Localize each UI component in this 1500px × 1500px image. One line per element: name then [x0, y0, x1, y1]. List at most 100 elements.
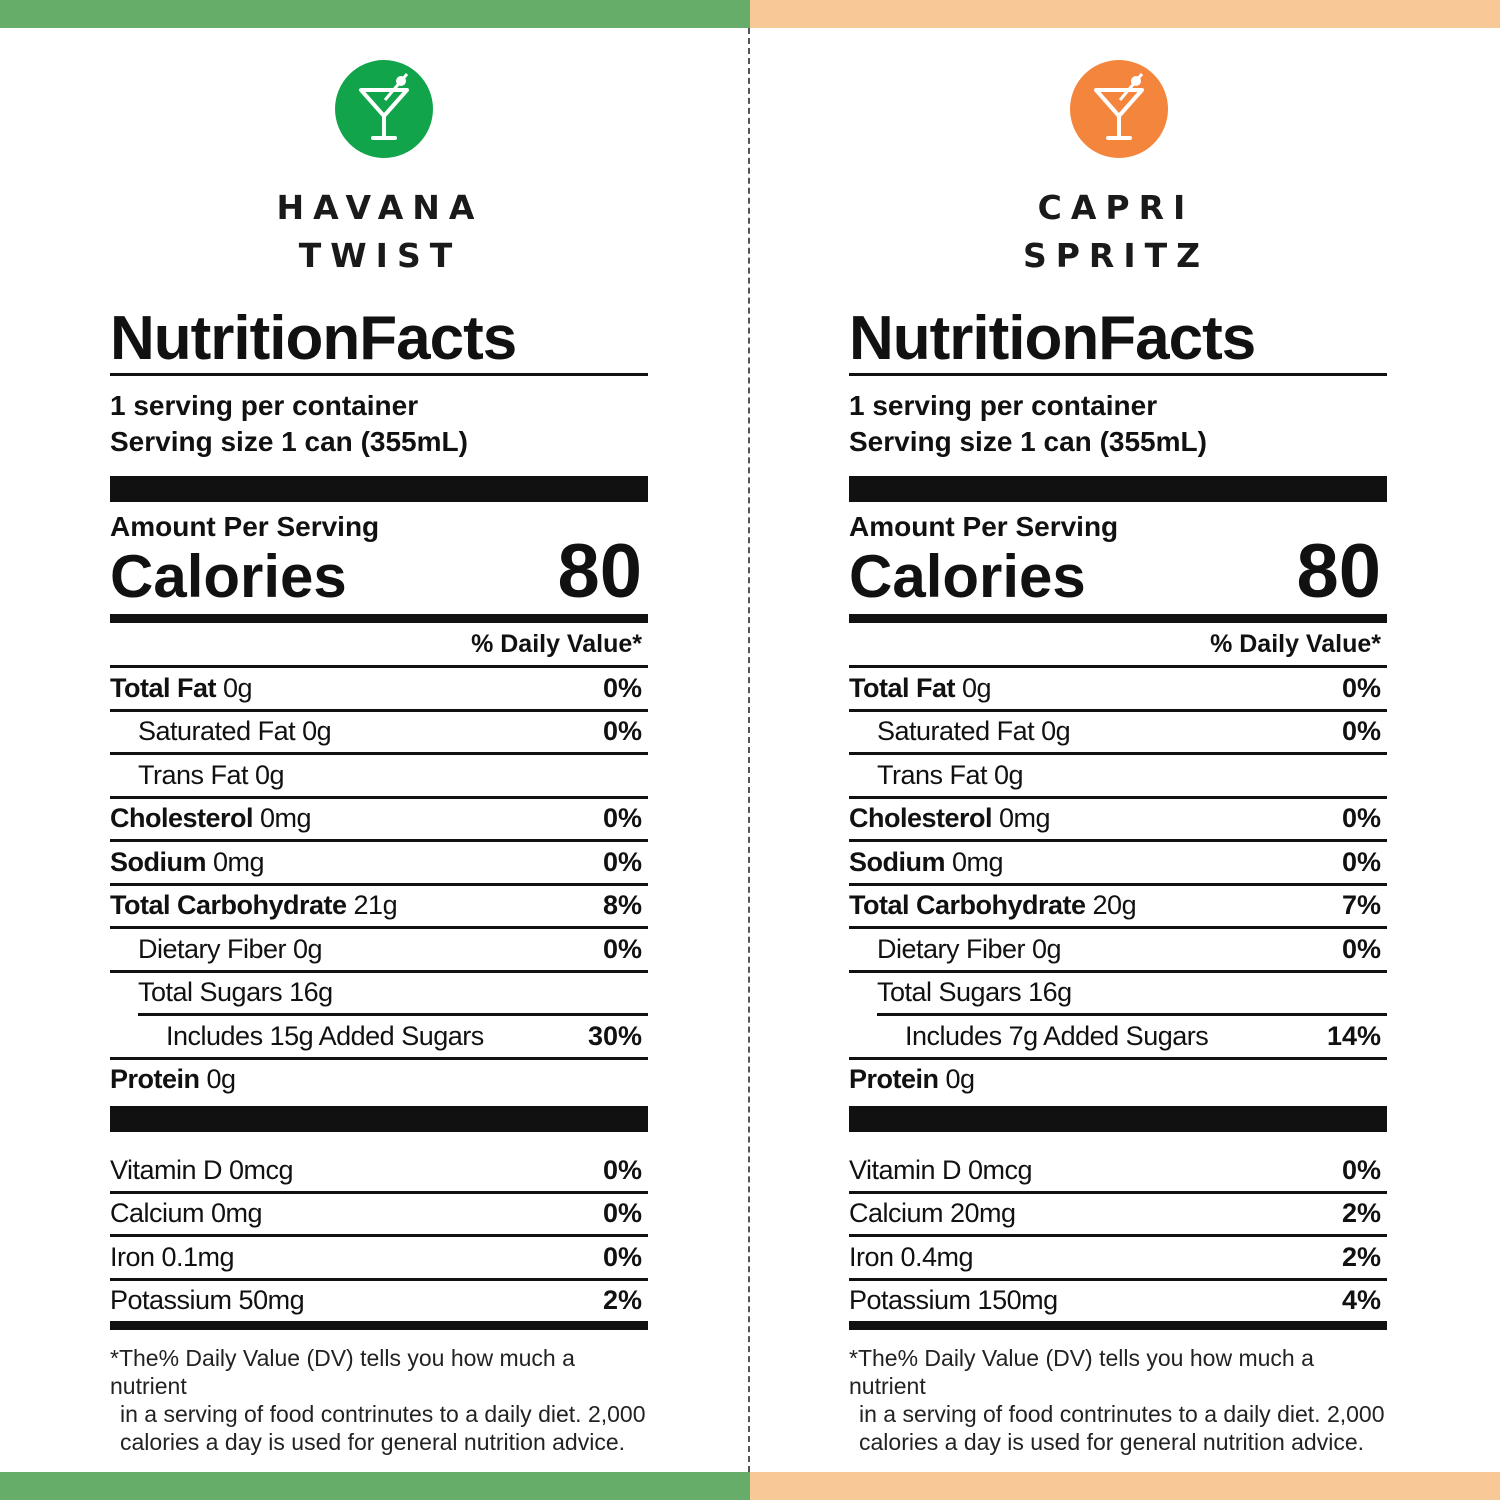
nutrient-name: Total Fat [849, 672, 956, 703]
nutrient-row: Total Carbohydrate 20g 7% [849, 886, 1387, 929]
nutrient-amount: Dietary Fiber 0g [138, 933, 323, 964]
brand-line-2: SPRITZ [1022, 236, 1210, 275]
nutrient-amount: 0g [938, 1064, 976, 1095]
footnote-line-3: calories a day is used for general nutri… [859, 1429, 1365, 1455]
vitamin-row: Potassium 50mg 2% [110, 1281, 648, 1322]
added-sugars-wrap: Includes 7g Added Sugars 14% [849, 1013, 1387, 1060]
nutrient-amount: 0g [199, 1064, 237, 1095]
nutrient-row: Saturated Fat 0g 0% [110, 712, 648, 755]
added-sugars-wrap: Includes 15g Added Sugars 30% [110, 1013, 648, 1060]
vitamin-row: Iron 0.1mg 0% [110, 1237, 648, 1281]
brand-name: CAPRI SPRITZ [966, 184, 1266, 280]
brand-name: HAVANA TWIST [230, 184, 530, 280]
nutrient-name: Total Carbohydrate [110, 890, 347, 921]
nutrient-rows: Total Fat 0g 0% Saturated Fat 0g 0% Trans … [110, 668, 648, 1100]
cocktail-glass-icon [335, 60, 433, 158]
nutrient-amount: 0mg [206, 846, 265, 877]
vitamin-row: Potassium 150mg 4% [849, 1281, 1387, 1322]
nutrient-pct: 0% [602, 846, 642, 877]
vitamin-name: Potassium 150mg [849, 1285, 1058, 1316]
nutrient-name: Cholesterol [110, 803, 254, 834]
nutrient-row: Dietary Fiber 0g 0% [110, 929, 648, 973]
nutrient-amount: Saturated Fat 0g [877, 716, 1071, 747]
nutrient-amount: Includes 7g Added Sugars [905, 1020, 1209, 1051]
vitamin-pct: 2% [1341, 1241, 1381, 1272]
calories-value: 80 [557, 529, 642, 614]
footnote-line-1: *The% Daily Value (DV) tells you how muc… [849, 1345, 1314, 1399]
nutrient-pct: 8% [602, 890, 642, 921]
nutrient-row: Includes 15g Added Sugars 30% [138, 1013, 648, 1060]
vitamin-pct: 2% [602, 1285, 642, 1316]
nutrient-row: Total Fat 0g 0% [110, 668, 648, 712]
bottom-accent-bar-left [0, 1472, 750, 1500]
nutrient-amount: 0g [216, 672, 253, 703]
vitamin-name: Calcium 0mg [110, 1198, 263, 1229]
medium-rule [110, 614, 648, 623]
nutrient-amount: Total Sugars 16g [138, 977, 333, 1008]
nutrient-row: Sodium 0mg 0% [849, 842, 1387, 886]
nutrient-amount: 0mg [253, 803, 312, 834]
vitamin-row: Vitamin D 0mcg 0% [849, 1150, 1387, 1194]
heavy-rule [849, 476, 1387, 502]
nutrient-pct: 0% [1341, 672, 1381, 703]
vitamin-name: Potassium 50mg [110, 1285, 305, 1316]
amount-per-serving: Amount Per Serving [110, 511, 380, 542]
nutrient-amount: 20g [1085, 890, 1137, 921]
nutrient-row: Includes 7g Added Sugars 14% [877, 1013, 1387, 1060]
calories-label: Calories [849, 543, 1086, 610]
nutrient-rows: Total Fat 0g 0% Saturated Fat 0g 0% Trans … [849, 668, 1387, 1100]
vitamin-pct: 0% [602, 1198, 642, 1229]
nutrient-row: Protein 0g [849, 1060, 1387, 1101]
serving-size: Serving size 1 can (355mL) [110, 426, 468, 457]
vitamin-pct: 0% [602, 1154, 642, 1185]
daily-value-header: % Daily Value* [110, 623, 648, 668]
vitamin-pct: 4% [1341, 1285, 1381, 1316]
capri-spritz-panel: CAPRI SPRITZ NutritionFacts 1 serving pe… [750, 28, 1500, 1472]
nutrient-name: Sodium [110, 846, 207, 877]
top-accent-bar-right [750, 0, 1500, 28]
servings-per-container: 1 serving per container [849, 390, 1158, 421]
nutrient-amount: Trans Fat 0g [877, 759, 1024, 790]
footnote: *The% Daily Value (DV) tells you how muc… [849, 1330, 1387, 1456]
footnote: *The% Daily Value (DV) tells you how muc… [110, 1330, 648, 1456]
brand-line-1: HAVANA [276, 188, 484, 227]
nutrient-amount: Saturated Fat 0g [138, 716, 332, 747]
nutrient-amount: 0mg [945, 846, 1004, 877]
nutrient-name: Total Fat [110, 672, 217, 703]
calories-row: Calories 80 [110, 534, 648, 610]
nutrient-name: Protein [110, 1064, 200, 1095]
nutrient-amount: Dietary Fiber 0g [877, 933, 1062, 964]
nutrition-label: NutritionFacts 1 serving per container S… [849, 303, 1387, 1456]
vitamin-row: Calcium 0mg 0% [110, 1194, 648, 1237]
nutrient-pct: 0% [1341, 933, 1381, 964]
nutrition-facts-title: NutritionFacts [849, 304, 1256, 373]
heavy-rule [849, 1106, 1387, 1132]
top-accent-bar-left [0, 0, 750, 28]
footnote-line-1: *The% Daily Value (DV) tells you how muc… [110, 1345, 575, 1399]
heavy-rule [110, 1106, 648, 1132]
vitamin-pct: 0% [1341, 1154, 1381, 1185]
nutrient-pct: 7% [1341, 890, 1381, 921]
vitamin-rows: Vitamin D 0mcg 0% Calcium 0mg 0% Iron 0.1m… [110, 1150, 648, 1321]
nutrient-name: Cholesterol [849, 803, 993, 834]
nutrient-row: Total Sugars 16g [849, 973, 1387, 1014]
nutrient-name: Protein [849, 1064, 939, 1095]
nutrient-pct: 0% [1341, 803, 1381, 834]
nutrient-pct: 0% [1341, 716, 1381, 747]
nutrient-row: Trans Fat 0g [849, 755, 1387, 799]
cocktail-glass-icon [1070, 60, 1168, 158]
nutrition-label: NutritionFacts 1 serving per container S… [110, 303, 648, 1456]
nutrient-pct: 0% [602, 803, 642, 834]
nutrient-row: Saturated Fat 0g 0% [849, 712, 1387, 755]
nutrient-pct: 0% [602, 672, 642, 703]
heavy-rule [110, 476, 648, 502]
nutrient-row: Protein 0g [110, 1060, 648, 1101]
calories-label: Calories [110, 543, 347, 610]
nutrient-amount: 21g [346, 890, 398, 921]
title-rule [849, 373, 1387, 376]
nutrient-pct: 30% [587, 1020, 642, 1051]
nutrient-amount: 0mg [992, 803, 1051, 834]
vitamin-name: Calcium 20mg [849, 1198, 1016, 1229]
nutrient-pct: 0% [602, 716, 642, 747]
brand-line-2: TWIST [298, 236, 462, 275]
